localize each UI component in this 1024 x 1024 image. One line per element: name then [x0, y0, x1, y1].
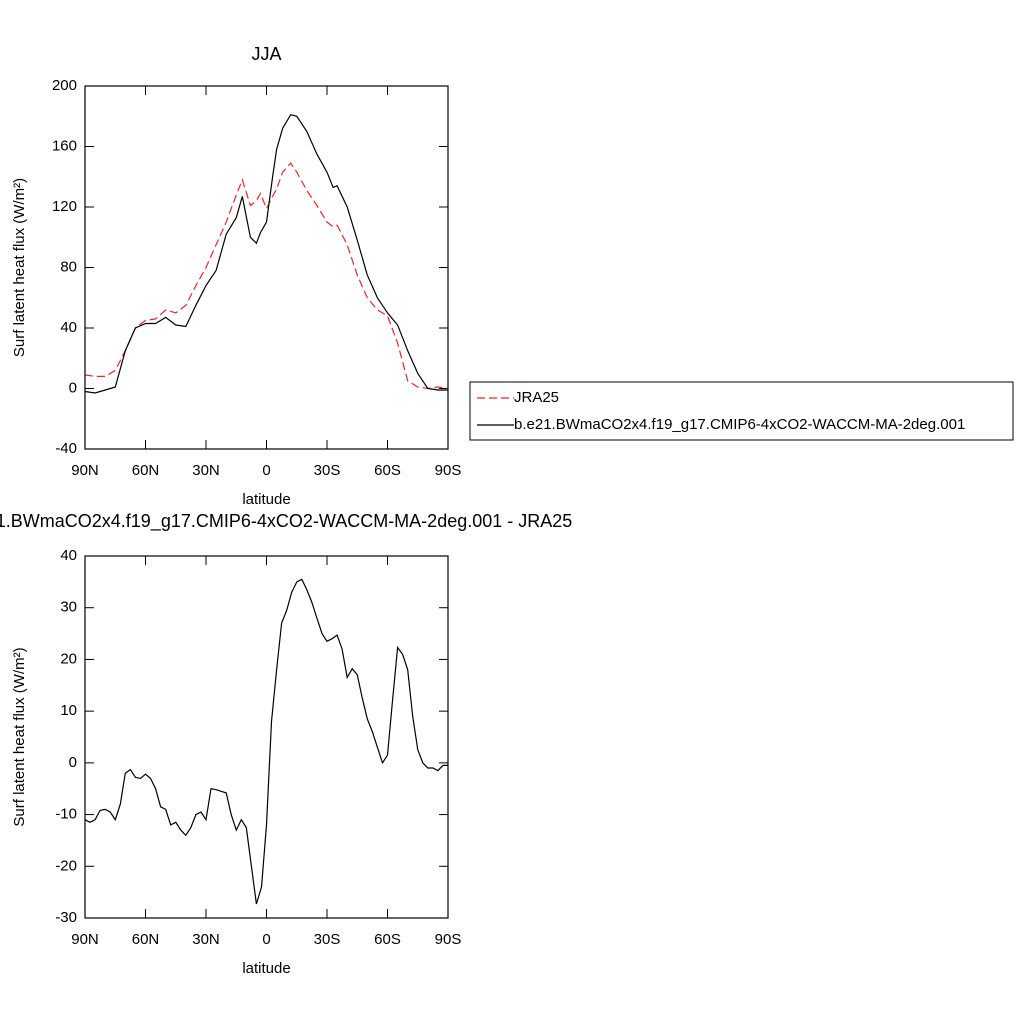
x-axis-label: latitude [242, 491, 290, 508]
plot-frame [84, 85, 449, 450]
y-tick-label: -40 [55, 440, 77, 457]
y-tick-label: 40 [60, 547, 77, 564]
x-tick-label: 90S [435, 462, 462, 479]
y-tick-label: 160 [52, 137, 77, 154]
y-axis-label: Surf latent heat flux (W/m²) [11, 178, 28, 357]
y-tick-label: 120 [52, 198, 77, 215]
x-tick-label: 30N [192, 462, 220, 479]
y-tick-label: 40 [60, 319, 77, 336]
y-tick-label: 20 [60, 650, 77, 667]
x-tick-label: 60N [132, 931, 160, 948]
x-tick-label: 30S [314, 931, 341, 948]
y-tick-label: -30 [55, 909, 77, 926]
y-tick-label: 200 [52, 77, 77, 94]
data-line [84, 162, 449, 390]
x-axis-label: latitude [242, 960, 290, 977]
x-tick-label: 90N [71, 931, 99, 948]
y-tick-label: 0 [69, 379, 77, 396]
x-tick-label: 90S [435, 931, 462, 948]
x-tick-label: 0 [262, 931, 270, 948]
legend-label: b.e21.BWmaCO2x4.f19_g17.CMIP6-4xCO2-WACC… [514, 416, 965, 433]
plot-frame [84, 555, 449, 919]
x-tick-label: 30N [192, 931, 220, 948]
y-axis-label: Surf latent heat flux (W/m²) [11, 647, 28, 826]
y-tick-label: 10 [60, 702, 77, 719]
x-tick-label: 90N [71, 462, 99, 479]
y-tick-label: -10 [55, 806, 77, 823]
legend-label: JRA25 [514, 389, 559, 406]
legend-box [469, 381, 1014, 441]
y-tick-label: 80 [60, 258, 77, 275]
data-line [84, 114, 448, 394]
data-line [84, 578, 448, 905]
x-tick-label: 0 [262, 462, 270, 479]
x-tick-label: 60S [374, 462, 401, 479]
x-tick-label: 60N [132, 462, 160, 479]
chart-title: b.e21.BWmaCO2x4.f19_g17.CMIP6-4xCO2-WACC… [0, 511, 572, 532]
y-tick-label: -20 [55, 857, 77, 874]
y-tick-label: 30 [60, 599, 77, 616]
x-tick-label: 30S [314, 462, 341, 479]
x-tick-label: 60S [374, 931, 401, 948]
y-tick-label: 0 [69, 754, 77, 771]
chart-title: JJA [251, 44, 281, 64]
